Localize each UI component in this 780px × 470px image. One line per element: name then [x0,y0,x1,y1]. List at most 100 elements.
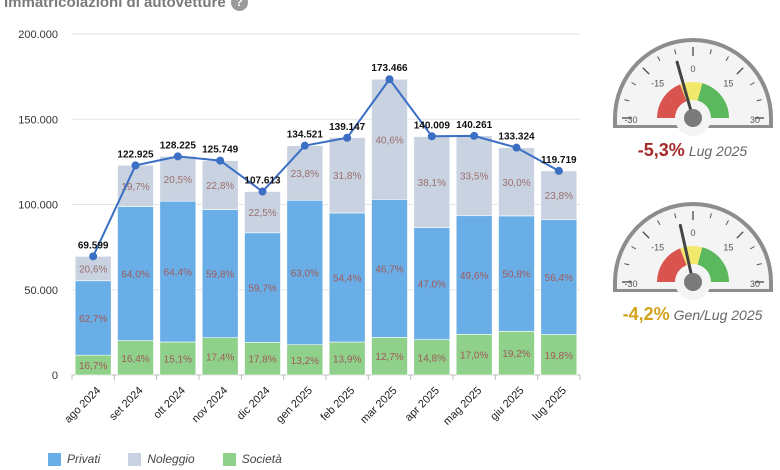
bar-società [498,331,535,376]
bar-data-label: 20,6% [79,265,107,276]
total-point [512,143,521,152]
bar-noleggio [413,136,451,228]
bar-noleggio [159,156,197,202]
bar-società [371,337,408,376]
bar-società [286,344,324,376]
bar-data-label: 19,8% [545,351,573,362]
bar-data-label: 59,7% [248,284,276,295]
total-label: 133.324 [498,132,535,143]
x-tick-label: feb 2025 [319,385,358,424]
bar-data-label: 54,4% [333,273,361,284]
total-label: 140.261 [456,120,493,131]
bar-data-label: 17,4% [206,352,234,363]
bar-data-label: 13,2% [291,356,319,367]
x-tick-label: nov 2024 [190,385,230,425]
bar-data-label: 30,0% [502,178,530,189]
gauge-tick [709,213,712,219]
gauge-ytd-percent: -4,2% [622,304,670,324]
y-tick-label: 0 [52,370,58,382]
bar-data-label: 17,0% [460,351,488,362]
bar-società [413,339,451,376]
bar-data-label: 16,7% [79,361,107,372]
gauge-tick [642,67,650,75]
total-label: 125.749 [202,145,239,156]
bar-data-label: 20,5% [164,175,192,186]
gauge-needle [675,60,695,120]
bar-privati [413,227,451,340]
total-point [554,166,563,175]
legend-item-societa[interactable]: Società [222,452,282,466]
bar-società [244,342,281,376]
bar-data-label: 19,2% [502,349,530,360]
total-point [216,156,225,165]
bar-data-label: 62,7% [79,314,107,325]
total-point [427,132,436,141]
bar-noleggio [117,164,154,207]
bar-data-label: 46,7% [375,264,403,275]
bar-privati [117,206,154,341]
gauge-tick [657,56,661,62]
bar-data-label: 23,8% [291,169,319,180]
legend-label-societa: Società [241,452,282,466]
total-point [258,187,267,196]
total-label: 140.009 [414,120,451,131]
x-tick-label: ott 2024 [151,385,188,422]
bar-società [540,334,578,376]
bar-società [201,337,239,376]
x-tick-label: lug 2025 [531,385,569,423]
gauge-tick [624,99,630,102]
bar-data-label: 64,4% [164,268,192,279]
gauge-tick [624,263,630,266]
total-point [173,152,182,161]
gauge-card-ytd: -30 -15 0 15 30 -4,2% Gen/Lug 2025 [605,200,775,324]
gauge-tick [756,263,762,266]
legend-item-privati[interactable]: Privati [48,452,100,466]
gauge-tick-label: 0 [690,64,695,74]
gauge-tick [631,82,637,86]
gauge-tick-label: -15 [651,243,664,253]
gauge-monthly: -30 -15 0 15 30 [613,38,773,136]
bar-noleggio [74,256,112,282]
bar-data-label: 49,6% [460,271,488,282]
legend-swatch-noleggio [128,452,142,466]
bar-noleggio [328,137,366,214]
gauge-tick [749,82,755,86]
gauge-monthly-period: Lug 2025 [688,143,748,159]
bar-privati [455,215,493,335]
gauge-card-monthly: -30 -15 0 15 30 -5,3% Lug 2025 [605,36,775,160]
gauge-tick [657,220,661,226]
bar-data-label: 50,8% [502,270,530,281]
total-label: 107.613 [244,176,281,187]
bar-noleggio [286,145,324,201]
gauge-tick-label: 15 [723,79,733,89]
total-label: 173.466 [371,63,408,74]
total-point [385,75,394,84]
bar-società [328,341,366,376]
y-tick-label: 150.000 [18,114,58,126]
gauge-hub [684,109,702,127]
question-icon[interactable]: ? [230,0,248,11]
y-tick-label: 200.000 [18,29,58,41]
bar-data-label: 33,5% [460,172,488,183]
legend-item-noleggio[interactable]: Noleggio [128,452,195,466]
total-point [300,141,309,150]
gauge-tick-label: -15 [651,79,664,89]
bar-data-label: 19,7% [121,182,149,193]
gauge-tick [749,246,755,250]
total-label: 122.925 [117,149,154,160]
gauge-tick-label: -30 [624,279,637,289]
gauge-needle [678,223,695,284]
legend-label-noleggio: Noleggio [147,452,195,466]
legend-label-privati: Privati [67,452,101,466]
bar-data-label: 14,8% [418,353,446,364]
x-tick-label: dic 2024 [235,385,273,423]
total-point [131,161,140,170]
bar-privati [286,199,324,346]
bar-società [455,334,493,376]
gauge-tick [725,56,729,62]
bar-privati [498,215,535,332]
bar-privati [328,212,366,343]
gauge-tick-label: 30 [750,279,760,289]
total-label: 134.521 [287,130,324,141]
bar-data-label: 22,5% [248,208,276,219]
